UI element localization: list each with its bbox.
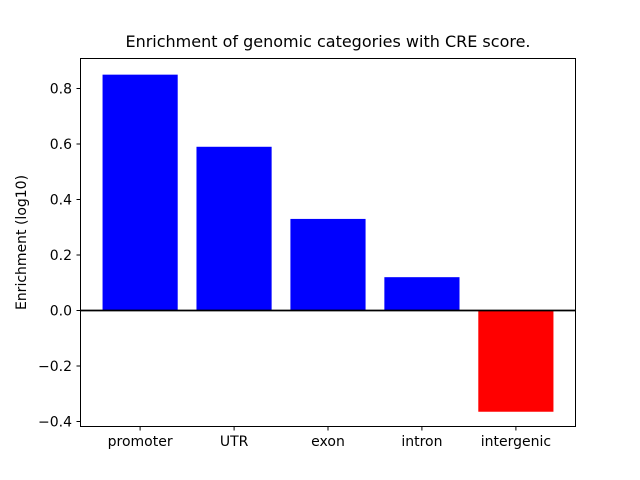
y-tick-label: −0.2 bbox=[38, 359, 72, 375]
y-tick-label: 0.0 bbox=[50, 303, 72, 319]
y-tick-label: −0.4 bbox=[38, 414, 72, 430]
x-tick-label-intron: intron bbox=[401, 434, 442, 450]
bar-UTR bbox=[196, 146, 272, 311]
plot-area: 0.8 0.6 0.4 0.2 0.0 −0.2 −0.4 promoter UTR exon in… bbox=[38, 58, 576, 450]
y-tick-label: 0.8 bbox=[50, 81, 72, 97]
y-tick-label: 0.6 bbox=[50, 137, 72, 153]
axes-spines bbox=[80, 58, 576, 427]
y-tick-label: 0.4 bbox=[50, 192, 72, 208]
bar-intron bbox=[384, 277, 460, 311]
bar-intergenic bbox=[478, 310, 554, 412]
x-tick-label-exon: exon bbox=[311, 434, 345, 450]
bar-exon bbox=[290, 218, 366, 311]
x-tick-label-intergenic: intergenic bbox=[481, 434, 551, 450]
x-tick-label-promoter: promoter bbox=[108, 434, 173, 450]
y-tick-label: 0.2 bbox=[50, 248, 72, 264]
chart-title: Enrichment of genomic categories with CR… bbox=[125, 32, 530, 51]
y-axis-label: Enrichment (log10) bbox=[14, 175, 30, 310]
bar-promoter bbox=[102, 74, 178, 311]
x-tick-label-UTR: UTR bbox=[220, 434, 249, 450]
